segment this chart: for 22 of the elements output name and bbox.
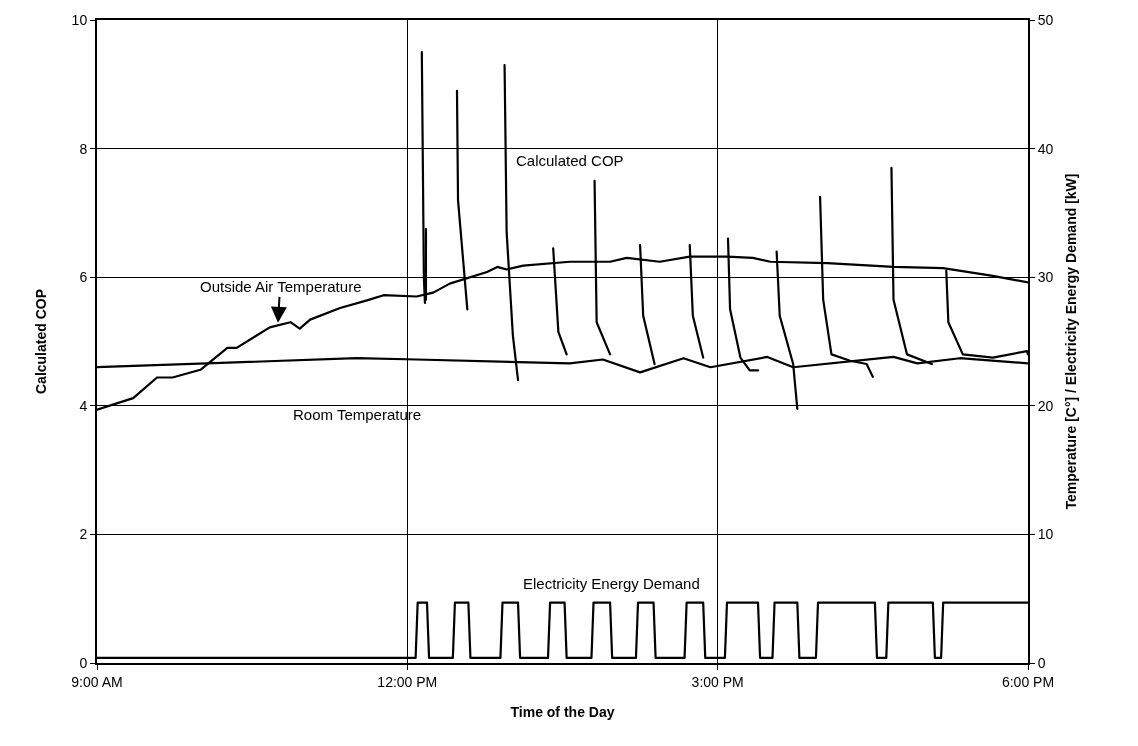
annotation: Calculated COP — [516, 152, 624, 169]
y-tick-label: 2 — [79, 526, 88, 543]
y2-tick-label: 30 — [1037, 269, 1054, 286]
y2-axis-title: Temperature [C°] / Electricity Energy Demand [kW] — [1063, 173, 1080, 510]
x-tick-label: 6:00 PM — [1001, 673, 1055, 690]
x-tick-label: 12:00 PM — [377, 673, 438, 690]
y-tick-label: 0 — [79, 654, 88, 671]
y2-tick-label: 0 — [1037, 654, 1046, 671]
y-tick-label: 8 — [79, 140, 88, 157]
y2-tick-label: 40 — [1037, 140, 1054, 157]
annotation: Outside Air Temperature — [200, 278, 362, 295]
y-tick-label: 6 — [79, 269, 88, 286]
y-axis-title: Calculated COP — [32, 288, 49, 395]
x-tick-label: 9:00 AM — [71, 673, 123, 690]
y2-tick-label: 10 — [1037, 526, 1054, 543]
y-tick-label: 4 — [79, 397, 88, 414]
annotation: Electricity Energy Demand — [523, 575, 700, 592]
y2-tick-label: 50 — [1037, 11, 1054, 28]
y-tick-label: 10 — [71, 11, 88, 28]
x-tick-label: 3:00 PM — [691, 673, 744, 690]
x-axis-title: Time of the Day — [510, 703, 615, 720]
y2-tick-label: 20 — [1037, 397, 1054, 414]
